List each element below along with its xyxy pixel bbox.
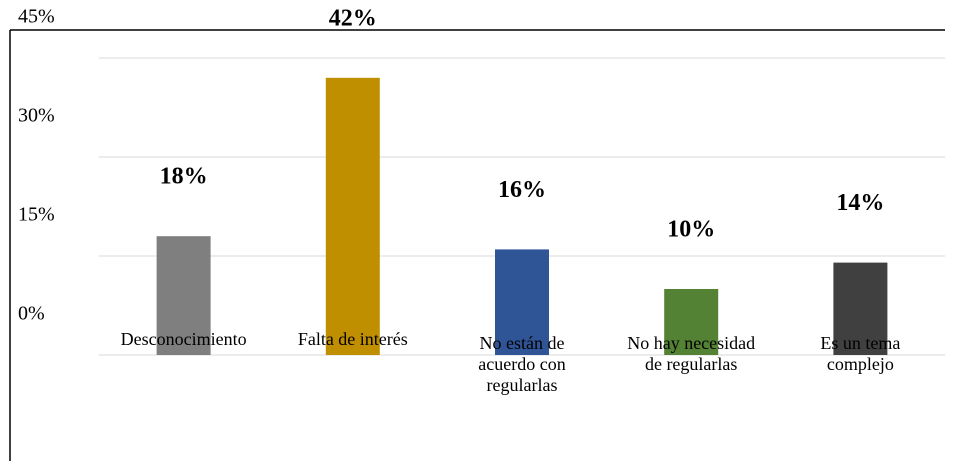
x-tick-label-box: Falta de interés [285, 329, 420, 350]
bar [833, 262, 888, 355]
data-label: 42% [329, 5, 377, 31]
x-tick-label: Desconocimiento [120, 329, 247, 349]
bar [156, 236, 211, 355]
x-tick-label: No hay necesidad de regularlas [627, 333, 756, 374]
y-tick-label: 0% [18, 303, 45, 325]
x-tick-label-box: No están de acuerdo con regularlas [455, 333, 590, 396]
data-label: 14% [836, 190, 884, 216]
x-tick-label-box: Desconocimiento [116, 329, 251, 350]
data-label: 16% [498, 177, 546, 203]
bar [325, 77, 380, 356]
x-tick-label: No están de acuerdo con regularlas [478, 333, 566, 395]
data-label: 10% [667, 217, 715, 243]
y-tick-label: 45% [18, 6, 55, 28]
x-tick-label-box: No hay necesidad de regularlas [624, 333, 759, 375]
bar [495, 249, 549, 355]
bar [664, 289, 719, 355]
x-tick-label: Es un tema complejo [820, 333, 901, 374]
data-label: 18% [160, 164, 208, 190]
x-tick-label: Falta de interés [297, 329, 408, 349]
y-tick-label: 15% [18, 204, 55, 226]
x-tick-label-box: Es un tema complejo [793, 333, 928, 375]
y-tick-label: 30% [18, 105, 55, 127]
